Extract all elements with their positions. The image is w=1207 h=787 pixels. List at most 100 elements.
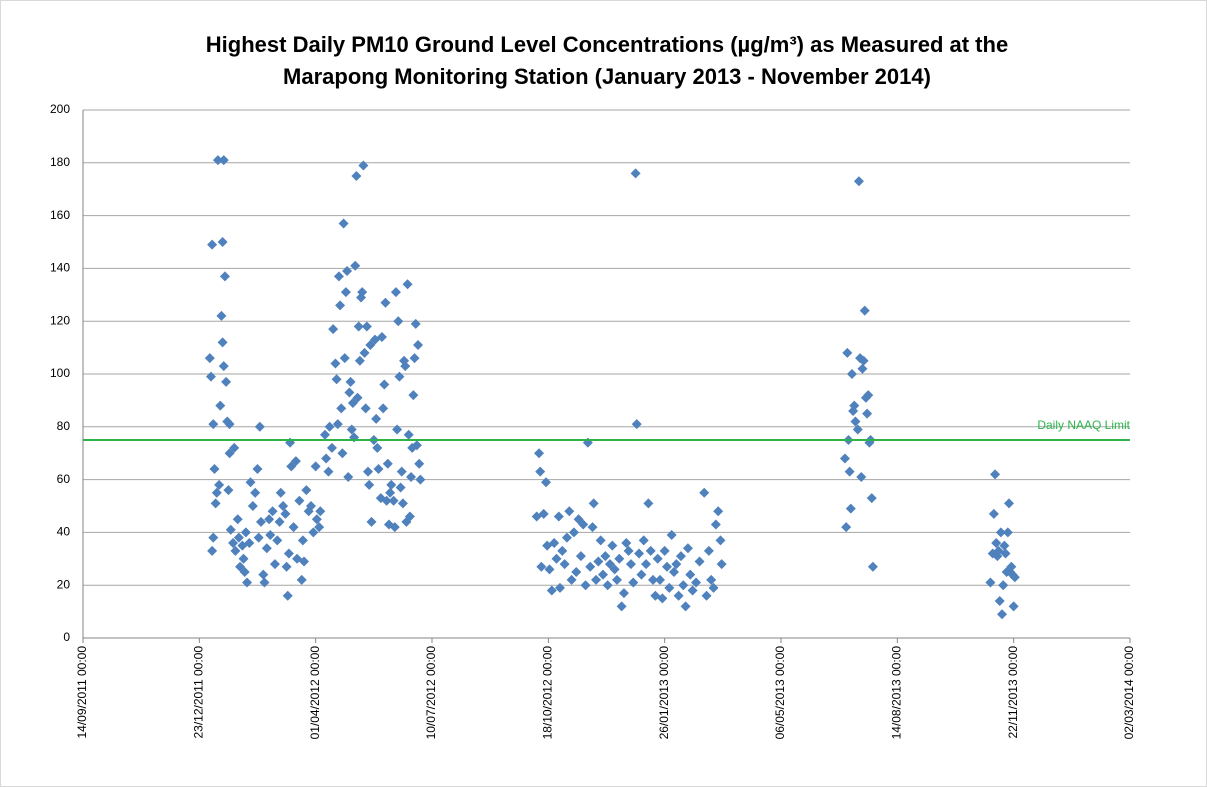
- data-point: [713, 506, 724, 517]
- data-point: [339, 353, 350, 364]
- data-point: [598, 569, 609, 580]
- data-point: [232, 514, 243, 525]
- data-point: [372, 442, 383, 453]
- data-point: [275, 487, 286, 498]
- data-point: [553, 511, 564, 522]
- data-point: [331, 374, 342, 385]
- data-point: [323, 466, 334, 477]
- data-point: [230, 545, 241, 556]
- data-point: [205, 371, 216, 382]
- data-point: [618, 588, 629, 599]
- data-point: [675, 551, 686, 562]
- data-point: [371, 413, 382, 424]
- reference-label: Daily NAAQ Limit: [1037, 418, 1130, 432]
- data-point: [364, 479, 375, 490]
- data-point: [208, 419, 219, 430]
- data-point: [337, 448, 348, 459]
- data-point: [310, 461, 321, 472]
- data-point: [701, 590, 712, 601]
- x-tick-label: 22/11/2013 00:00: [1006, 646, 1020, 739]
- data-point: [219, 271, 230, 282]
- data-point: [611, 574, 622, 585]
- data-point: [281, 561, 292, 572]
- x-tick-label: 06/05/2013 00:00: [773, 646, 787, 740]
- data-point: [630, 168, 641, 179]
- data-point: [344, 387, 355, 398]
- data-point: [396, 466, 407, 477]
- x-tick-label: 14/09/2011 00:00: [75, 646, 89, 739]
- data-point: [343, 471, 354, 482]
- y-tick-label: 0: [63, 630, 70, 644]
- data-point: [224, 419, 235, 430]
- data-point: [988, 508, 999, 519]
- data-point: [390, 287, 401, 298]
- data-point: [265, 530, 276, 541]
- data-point: [844, 466, 855, 477]
- data-point: [215, 400, 226, 411]
- y-tick-label: 40: [57, 525, 71, 539]
- data-point: [991, 537, 1002, 548]
- data-point: [863, 390, 874, 401]
- data-point: [333, 271, 344, 282]
- data-point: [244, 537, 255, 548]
- data-point: [217, 337, 228, 348]
- data-point: [211, 487, 222, 498]
- data-point: [274, 516, 285, 527]
- data-point: [408, 390, 419, 401]
- data-point: [306, 501, 317, 511]
- x-tick-label: 02/03/2014 00:00: [1122, 646, 1136, 740]
- data-point: [378, 403, 389, 414]
- data-point: [551, 553, 562, 564]
- data-point: [336, 403, 347, 414]
- data-point: [380, 297, 391, 308]
- data-point: [209, 464, 220, 475]
- data-point: [314, 522, 325, 533]
- data-point: [258, 569, 269, 580]
- data-point: [628, 577, 639, 588]
- data-point: [261, 543, 272, 554]
- data-point: [643, 498, 654, 509]
- data-point: [352, 392, 363, 403]
- data-point: [402, 279, 413, 290]
- data-point: [580, 580, 591, 591]
- data-point: [687, 585, 698, 596]
- data-point: [585, 561, 596, 572]
- x-tick-label: 18/10/2012 00:00: [541, 646, 555, 740]
- y-tick-label: 60: [57, 472, 71, 486]
- data-point: [340, 287, 351, 298]
- data-point: [218, 361, 229, 372]
- data-point: [623, 545, 634, 556]
- data-point: [267, 506, 278, 517]
- data-point: [357, 287, 368, 298]
- data-point: [694, 556, 705, 567]
- data-point: [394, 371, 405, 382]
- data-point: [849, 400, 860, 411]
- y-tick-label: 120: [50, 313, 70, 327]
- data-point: [595, 535, 606, 546]
- data-point: [346, 424, 357, 435]
- data-point: [207, 239, 218, 250]
- data-point: [415, 474, 426, 485]
- data-point: [245, 477, 256, 488]
- data-point: [301, 485, 312, 496]
- data-point: [866, 493, 877, 504]
- data-point: [538, 508, 549, 519]
- data-point: [382, 458, 393, 469]
- data-point: [678, 580, 689, 591]
- data-point: [852, 424, 863, 435]
- data-point: [242, 577, 253, 588]
- data-point: [666, 530, 677, 541]
- data-point: [655, 574, 666, 585]
- data-point: [413, 339, 424, 350]
- data-point: [359, 347, 370, 358]
- data-point: [699, 487, 710, 498]
- data-point: [1008, 601, 1019, 612]
- data-point: [229, 442, 240, 453]
- data-point: [994, 596, 1005, 607]
- data-point: [361, 321, 372, 332]
- data-point: [409, 353, 420, 364]
- data-point: [280, 508, 291, 519]
- data-point: [221, 376, 232, 387]
- data-point: [290, 456, 301, 467]
